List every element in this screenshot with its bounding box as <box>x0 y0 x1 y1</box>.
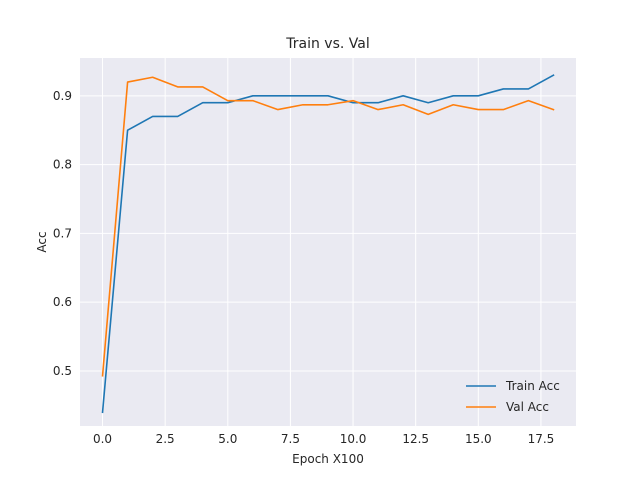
x-tick-label: 5.0 <box>218 432 237 446</box>
y-tick-label: 0.7 <box>53 226 72 240</box>
plot-area <box>80 58 576 426</box>
tick-labels: 0.0 2.5 5.0 7.5 10.0 12.5 15.0 17.5 0.5 0.6 0.7 0.8… <box>53 89 554 446</box>
series-lines <box>101 74 555 414</box>
legend: Train Acc Val Acc <box>466 379 560 414</box>
x-tick-label: 0.0 <box>93 432 112 446</box>
series-line-train-acc <box>101 74 555 414</box>
x-tick-label: 2.5 <box>156 432 175 446</box>
x-tick-label: 12.5 <box>402 432 429 446</box>
x-tick-label: 17.5 <box>528 432 555 446</box>
y-tick-label: 0.5 <box>53 364 72 378</box>
y-tick-label: 0.8 <box>53 158 72 172</box>
y-axis-label: Acc <box>35 231 49 252</box>
legend-label: Val Acc <box>506 400 549 414</box>
chart-title: Train vs. Val <box>285 36 369 52</box>
x-axis-label: Epoch X100 <box>292 452 364 466</box>
series-line-val-acc <box>101 76 555 377</box>
y-tick-label: 0.6 <box>53 295 72 309</box>
legend-label: Train Acc <box>505 379 560 393</box>
grid-lines <box>80 58 576 426</box>
y-tick-label: 0.9 <box>53 89 72 103</box>
x-tick-label: 7.5 <box>281 432 300 446</box>
x-tick-label: 10.0 <box>340 432 367 446</box>
x-tick-label: 15.0 <box>465 432 492 446</box>
